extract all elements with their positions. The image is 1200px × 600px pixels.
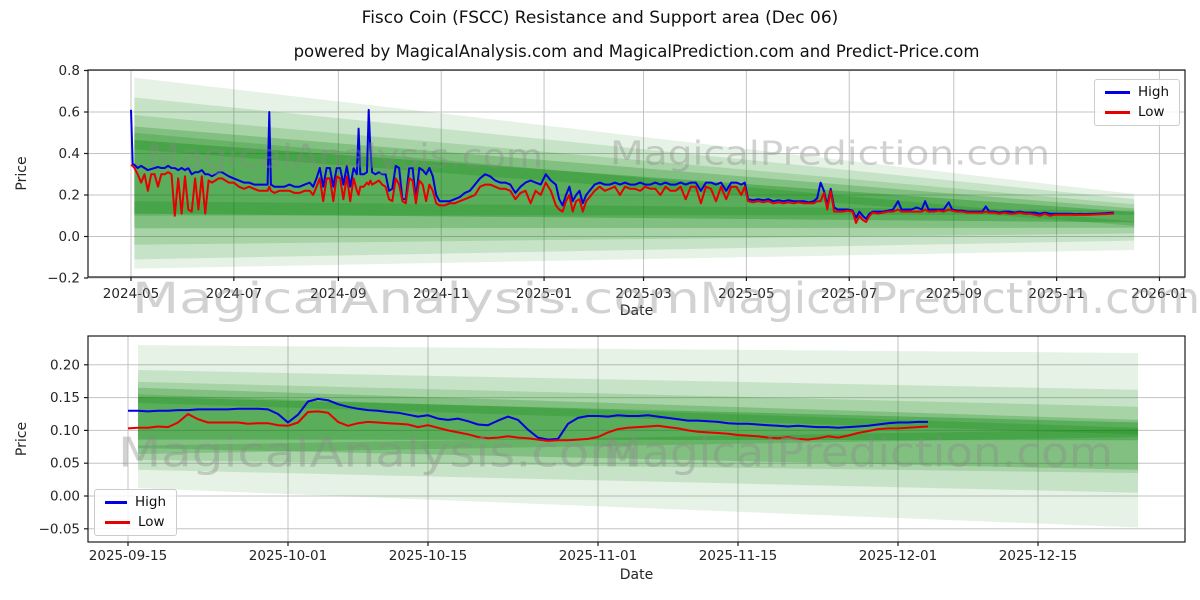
series-line-high xyxy=(128,397,928,441)
watermark-text: MagicalAnalysis.com xyxy=(132,274,700,324)
legend-label-high: High xyxy=(1137,84,1169,100)
x-axis-label: Date xyxy=(620,303,653,319)
y-tick-label: −0.05 xyxy=(39,521,80,537)
support-resistance-band xyxy=(134,77,1135,269)
resistance-support-chart-long-range: 2024-05 2024-07 2024-09 2024-11 2025-01 2025-… xyxy=(14,63,1200,324)
x-tick-label: 2025-11-15 xyxy=(699,548,777,564)
chart-title: Fisco Coin (FSCC) Resistance and Support… xyxy=(361,8,839,28)
watermark-text: MagicalAnalysis.com xyxy=(147,137,543,176)
y-tick-label: 0.05 xyxy=(50,456,80,472)
x-tick-label: 2024-09 xyxy=(310,286,366,302)
legend-label-high: High xyxy=(134,494,166,510)
y-tick-label: 0.10 xyxy=(50,423,80,439)
series-line-low xyxy=(127,410,929,442)
series-line-high xyxy=(130,108,1114,220)
legend-label-low: Low xyxy=(138,513,165,530)
y-tick-label: −0.2 xyxy=(47,271,80,287)
y-axis-label: Price xyxy=(14,156,30,190)
legend-bottom-chart: High Low xyxy=(94,489,177,536)
legend-item-high: High xyxy=(105,494,166,510)
legend-item-low: Low xyxy=(1105,103,1169,120)
plot-frame xyxy=(87,69,1186,278)
y-axis-label: Price xyxy=(14,422,30,456)
y-tick-label: 0.2 xyxy=(59,188,80,204)
x-tick-label: 2024-07 xyxy=(206,286,262,302)
plot-frame xyxy=(87,335,1186,543)
watermark-text: MagicalPrediction.com xyxy=(700,274,1200,324)
x-axis-label: Date xyxy=(620,567,653,583)
legend-label-low: Low xyxy=(1138,103,1165,120)
x-tick-label: 2026-01 xyxy=(1131,286,1187,302)
y-tick-label: 0.0 xyxy=(59,229,80,245)
x-tick-label: 2024-11 xyxy=(413,286,469,302)
x-tick-label: 2025-03 xyxy=(615,286,671,302)
support-resistance-band xyxy=(138,370,1138,493)
x-tick-label: 2025-01 xyxy=(516,286,572,302)
legend-top-chart: High Low xyxy=(1094,79,1180,126)
x-tick-label: 2025-12-01 xyxy=(859,548,937,564)
watermark-text: MagicalAnalysis.com xyxy=(118,428,638,476)
x-tick-label: 2025-12-15 xyxy=(999,548,1077,564)
support-resistance-band xyxy=(134,140,1135,223)
y-tick-label: 0.6 xyxy=(59,105,80,121)
support-resistance-band xyxy=(134,132,1135,226)
y-tick-label: 0.15 xyxy=(50,390,80,406)
x-tick-label: 2025-11 xyxy=(1028,286,1084,302)
chart-subtitle: powered by MagicalAnalysis.com and Magic… xyxy=(293,42,980,61)
low-line-swatch xyxy=(105,520,130,524)
y-tick-label: 0.00 xyxy=(50,489,80,505)
support-resistance-band xyxy=(134,126,1135,229)
legend-item-low: Low xyxy=(105,513,166,530)
x-tick-label: 2025-11-01 xyxy=(559,548,637,564)
x-tick-label: 2025-10-15 xyxy=(389,548,467,564)
y-tick-label: 0.8 xyxy=(59,63,80,79)
support-resistance-band xyxy=(134,97,1135,260)
legend-item-high: High xyxy=(1105,84,1169,100)
x-tick-label: 2025-05 xyxy=(718,286,774,302)
resistance-support-chart-recent: 2025-09-15 2025-10-01 2025-10-15 2025-11-01… xyxy=(14,335,1186,583)
watermark-text: MagicalPrediction.com xyxy=(610,134,1050,173)
x-tick-label: 2025-09-15 xyxy=(89,548,167,564)
high-line-swatch xyxy=(1105,91,1130,95)
watermark-text: MagicalPrediction.com xyxy=(603,428,1113,476)
support-resistance-band xyxy=(138,396,1138,441)
high-line-swatch xyxy=(105,501,127,505)
x-tick-label: 2025-10-01 xyxy=(249,548,327,564)
support-resistance-band xyxy=(138,345,1138,528)
x-tick-label: 2025-09 xyxy=(926,286,982,302)
y-tick-label: 0.4 xyxy=(59,146,80,162)
x-tick-label: 2024-05 xyxy=(103,286,159,302)
support-resistance-band xyxy=(138,387,1138,470)
series-line-low xyxy=(130,164,1114,224)
x-tick-label: 2025-07 xyxy=(821,286,877,302)
y-tick-label: 0.20 xyxy=(50,357,80,373)
low-line-swatch xyxy=(1105,110,1130,114)
support-resistance-band xyxy=(138,429,1138,455)
support-resistance-band xyxy=(138,394,1138,435)
